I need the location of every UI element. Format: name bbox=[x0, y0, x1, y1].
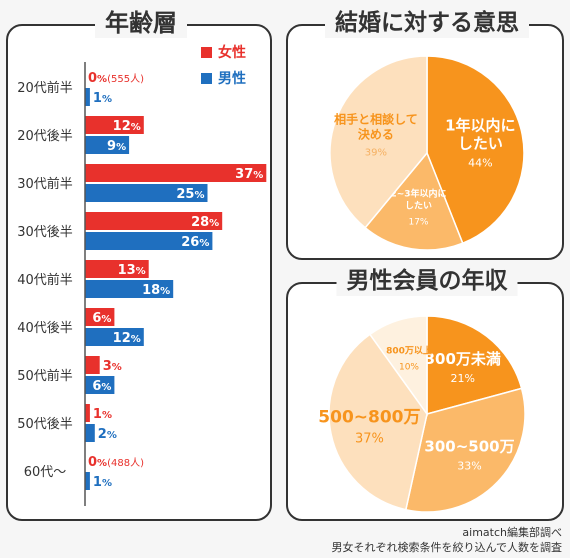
marriage-slice-label: 決める bbox=[358, 126, 394, 141]
male-bar bbox=[85, 376, 115, 394]
male-bar bbox=[85, 424, 95, 442]
female-value-label: 6% bbox=[92, 311, 111, 326]
female-value-label: 0%(488人) bbox=[88, 455, 144, 470]
male-value-label: 26% bbox=[181, 235, 209, 250]
marriage-slice bbox=[364, 151, 464, 251]
female-bar bbox=[85, 308, 115, 326]
female-value-label: 12% bbox=[113, 119, 141, 134]
marriage-slice-value: 39% bbox=[365, 147, 387, 158]
marriage-slice-value: 44% bbox=[468, 157, 492, 170]
age-category-label: 30代後半 bbox=[17, 225, 73, 240]
marriage-slice-label: したい bbox=[405, 200, 432, 211]
age-category-label: 40代後半 bbox=[17, 321, 73, 336]
income-slice-value: 21% bbox=[451, 372, 475, 385]
age-category-label: 30代前半 bbox=[17, 176, 73, 192]
age-category-label: 50代後半 bbox=[17, 417, 73, 432]
income-slice-label: 300万未満 bbox=[425, 350, 501, 368]
source-credit: aimatch編集部調べ bbox=[462, 526, 562, 539]
age-chart-title: 年齢層 bbox=[95, 8, 187, 38]
female-value-label: 0%(555人) bbox=[88, 71, 144, 86]
female-value-label: 1% bbox=[93, 407, 112, 422]
male-bar bbox=[85, 184, 208, 202]
legend-female-label: 女性 bbox=[218, 44, 246, 61]
female-bar bbox=[85, 356, 100, 374]
marriage-slice-value: 17% bbox=[408, 217, 428, 227]
income-pie-chart: 300万未満 21% 300~500万 33% 500~800万 37% 800万以上 10% bbox=[318, 315, 526, 513]
age-category-label: 50代前半 bbox=[17, 368, 73, 384]
male-bar bbox=[85, 472, 90, 490]
female-value-label: 37% bbox=[235, 167, 263, 182]
income-slice-value: 33% bbox=[457, 459, 481, 472]
marriage-slice-label: 相手と相談して bbox=[334, 111, 418, 126]
income-slice bbox=[404, 387, 526, 513]
female-bar bbox=[85, 164, 267, 182]
male-value-label: 6% bbox=[92, 379, 111, 394]
male-value-label: 12% bbox=[113, 331, 141, 346]
male-bar bbox=[85, 88, 90, 106]
male-value-label: 9% bbox=[107, 139, 126, 154]
legend-female-swatch bbox=[201, 47, 212, 58]
female-bar bbox=[85, 116, 144, 134]
male-value-label: 18% bbox=[142, 283, 170, 298]
age-distribution-panel: 年齢層 女性男性 20代前半 0%(555人) 1% 20代後半 12% 9% 30代前半 37… bbox=[6, 8, 272, 521]
male-bar bbox=[85, 136, 130, 154]
marriage-slice-label: したい bbox=[458, 135, 503, 153]
income-slice bbox=[368, 315, 428, 417]
income-slice-label: 500~800万 bbox=[318, 407, 420, 427]
age-category-label: 20代前半 bbox=[17, 80, 73, 96]
male-value-label: 1% bbox=[93, 475, 112, 490]
male-bar bbox=[85, 328, 144, 346]
female-value-label: 13% bbox=[118, 263, 146, 278]
female-value-label: 3% bbox=[103, 359, 122, 374]
income-slice bbox=[328, 333, 428, 511]
marriage-chart-title: 結婚に対する意思 bbox=[325, 8, 529, 38]
survey-note: 男女それぞれ検索条件を絞り込んで人数を調査 bbox=[331, 541, 562, 554]
marriage-intention-panel: 結婚に対する意思 1年以内に したい 44% 2~3年以内に したい 17% 相手と相談して… bbox=[286, 8, 564, 260]
male-bar bbox=[85, 232, 213, 250]
income-chart-title: 男性会員の年収 bbox=[336, 266, 518, 296]
male-value-label: 1% bbox=[93, 91, 112, 106]
female-bar bbox=[85, 260, 149, 278]
female-bar bbox=[85, 404, 90, 422]
marriage-slice-label: 1年以内に bbox=[445, 117, 515, 135]
age-category-label: 40代前半 bbox=[17, 272, 73, 288]
male-value-label: 2% bbox=[98, 427, 117, 442]
age-category-label: 60代〜 bbox=[24, 465, 67, 480]
income-slice-value: 10% bbox=[399, 363, 419, 373]
marriage-slice-label: 2~3年以内に bbox=[390, 187, 446, 199]
male-income-panel: 男性会員の年収 300万未満 21% 300~500万 33% 500~800万 37% 8… bbox=[286, 266, 564, 521]
marriage-slice bbox=[426, 55, 525, 245]
income-slice-label: 300~500万 bbox=[424, 437, 514, 455]
male-bar bbox=[85, 280, 174, 298]
age-category-label: 20代後半 bbox=[17, 129, 73, 144]
female-value-label: 28% bbox=[191, 215, 219, 230]
legend-male-label: 男性 bbox=[218, 70, 246, 87]
income-slice-label: 800万以上 bbox=[386, 345, 432, 357]
marriage-slice bbox=[329, 55, 428, 229]
income-slice bbox=[426, 315, 523, 415]
legend-male-swatch bbox=[201, 73, 212, 84]
female-bar bbox=[85, 212, 223, 230]
income-slice-value: 37% bbox=[355, 431, 384, 446]
male-value-label: 25% bbox=[176, 187, 204, 202]
